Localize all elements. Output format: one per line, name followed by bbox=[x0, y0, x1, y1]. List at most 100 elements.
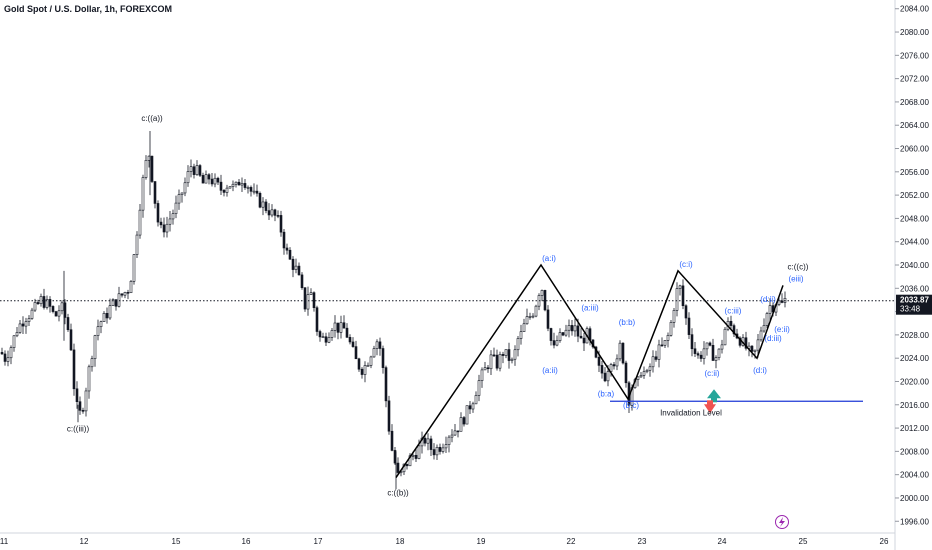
candle bbox=[354, 340, 358, 360]
candle bbox=[288, 247, 292, 260]
candle bbox=[618, 340, 622, 362]
x-tick-label: 22 bbox=[567, 537, 576, 546]
chart-title: Gold Spot / U.S. Dollar, 1h, FOREXCOM bbox=[4, 4, 173, 14]
candle-down bbox=[336, 322, 340, 333]
lightning-icon[interactable] bbox=[775, 515, 789, 529]
candle-down bbox=[603, 372, 607, 382]
candle-up bbox=[84, 390, 88, 412]
y-tick-label: 2004.00 bbox=[900, 471, 929, 480]
candle bbox=[300, 272, 304, 290]
candle bbox=[474, 391, 478, 405]
candle bbox=[78, 396, 82, 415]
candle bbox=[3, 350, 7, 366]
candle bbox=[315, 305, 319, 336]
candle bbox=[285, 243, 289, 255]
candle bbox=[441, 443, 445, 454]
candle-down bbox=[348, 337, 352, 343]
candle bbox=[384, 365, 388, 408]
candle-up bbox=[657, 344, 661, 360]
candle-up bbox=[177, 194, 181, 204]
candle-down bbox=[279, 215, 283, 233]
candle-up bbox=[519, 331, 523, 339]
candle bbox=[0, 347, 4, 355]
candle bbox=[165, 216, 169, 238]
candle-up bbox=[513, 349, 517, 360]
candle-up bbox=[90, 358, 94, 368]
candle-down bbox=[570, 325, 574, 332]
candle-down bbox=[105, 313, 109, 319]
candle bbox=[438, 443, 442, 455]
candle bbox=[51, 305, 55, 314]
candle bbox=[237, 179, 241, 186]
candle bbox=[429, 435, 433, 457]
candle bbox=[489, 350, 493, 376]
candle-down bbox=[612, 364, 616, 367]
candle bbox=[174, 195, 178, 219]
candle-up bbox=[768, 305, 772, 314]
candle-down bbox=[690, 334, 694, 350]
candle-down bbox=[708, 342, 712, 346]
candle bbox=[558, 328, 562, 343]
candle-up bbox=[675, 288, 679, 311]
candle bbox=[48, 296, 52, 313]
y-tick-label: 2060.00 bbox=[900, 145, 929, 154]
wave-label: c:((c)) bbox=[788, 263, 809, 272]
x-tick-label: 15 bbox=[172, 537, 181, 546]
y-tick-label: 2000.00 bbox=[900, 494, 929, 503]
candle bbox=[171, 209, 175, 225]
candle-down bbox=[552, 340, 556, 346]
candle bbox=[582, 332, 586, 351]
candle bbox=[60, 300, 64, 315]
candle-down bbox=[684, 305, 688, 319]
candle bbox=[330, 327, 334, 341]
candle-down bbox=[732, 325, 736, 335]
candle bbox=[168, 211, 172, 232]
candle-up bbox=[525, 316, 529, 325]
candle bbox=[252, 183, 256, 195]
candle-down bbox=[267, 210, 271, 216]
candle-up bbox=[615, 358, 619, 367]
candle-down bbox=[423, 437, 427, 444]
candle-up bbox=[240, 183, 244, 186]
wave-labels-layer: c:((a)) c:((iii)) c:((b)) (a:i) (a:iii) (a:ii… bbox=[67, 114, 809, 497]
y-tick-label: 2084.00 bbox=[900, 5, 929, 14]
candle-up bbox=[102, 313, 106, 322]
candle bbox=[528, 312, 532, 320]
candle bbox=[738, 336, 742, 348]
candle bbox=[150, 155, 154, 184]
candle bbox=[207, 173, 211, 185]
wave-label: (b:b) bbox=[619, 318, 636, 327]
candle-down bbox=[276, 215, 280, 217]
candle bbox=[660, 337, 664, 347]
candle bbox=[426, 433, 430, 451]
candle-up bbox=[24, 321, 28, 327]
candle-up bbox=[30, 309, 34, 319]
candle bbox=[105, 307, 109, 324]
candle-up bbox=[504, 349, 508, 356]
candle bbox=[453, 424, 457, 436]
candle-up bbox=[135, 234, 139, 255]
candle-down bbox=[696, 353, 700, 356]
candle-down bbox=[687, 317, 691, 335]
candle bbox=[216, 176, 220, 185]
candle-up bbox=[33, 302, 37, 311]
candle-up bbox=[756, 339, 760, 351]
candle-up bbox=[270, 209, 274, 216]
candle-down bbox=[114, 299, 118, 307]
candle-down bbox=[414, 454, 418, 459]
candle-up bbox=[375, 341, 379, 349]
candle-up bbox=[6, 357, 10, 362]
candle-down bbox=[507, 349, 511, 361]
candle bbox=[54, 310, 58, 317]
candle bbox=[612, 362, 616, 370]
candle-up bbox=[777, 300, 781, 305]
candle bbox=[783, 291, 787, 308]
candle bbox=[555, 335, 559, 347]
candle-up bbox=[714, 357, 718, 361]
candle-up bbox=[225, 187, 229, 193]
candle bbox=[687, 312, 691, 340]
candle-up bbox=[321, 336, 325, 339]
candle-down bbox=[462, 417, 466, 425]
